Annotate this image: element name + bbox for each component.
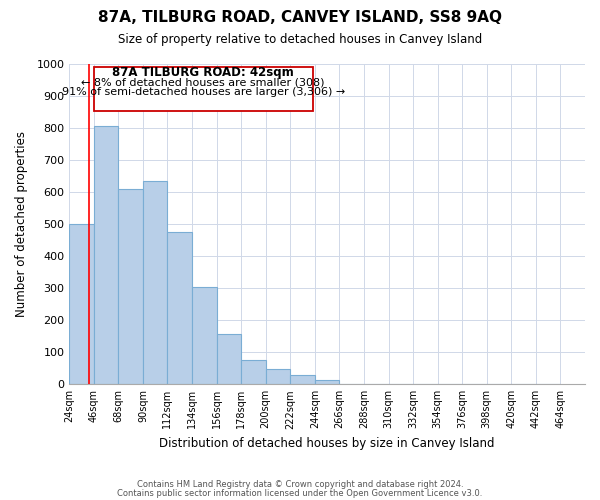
Y-axis label: Number of detached properties: Number of detached properties [15,131,28,317]
Bar [217,334,241,384]
Bar [69,224,94,384]
Bar [118,189,143,384]
Text: Contains public sector information licensed under the Open Government Licence v3: Contains public sector information licen… [118,489,482,498]
Text: Contains HM Land Registry data © Crown copyright and database right 2024.: Contains HM Land Registry data © Crown c… [137,480,463,489]
Bar [167,232,192,384]
Bar [315,380,340,384]
Bar [290,376,315,384]
Text: ← 8% of detached houses are smaller (308): ← 8% of detached houses are smaller (308… [82,78,325,88]
Bar [241,360,266,384]
Text: 87A TILBURG ROAD: 42sqm: 87A TILBURG ROAD: 42sqm [112,66,294,80]
FancyBboxPatch shape [94,66,313,112]
Bar [192,286,217,384]
Text: 87A, TILBURG ROAD, CANVEY ISLAND, SS8 9AQ: 87A, TILBURG ROAD, CANVEY ISLAND, SS8 9A… [98,10,502,25]
Bar [143,181,167,384]
Bar [94,126,118,384]
X-axis label: Distribution of detached houses by size in Canvey Island: Distribution of detached houses by size … [160,437,495,450]
Text: Size of property relative to detached houses in Canvey Island: Size of property relative to detached ho… [118,32,482,46]
Bar [266,370,290,384]
Text: 91% of semi-detached houses are larger (3,306) →: 91% of semi-detached houses are larger (… [62,86,345,97]
